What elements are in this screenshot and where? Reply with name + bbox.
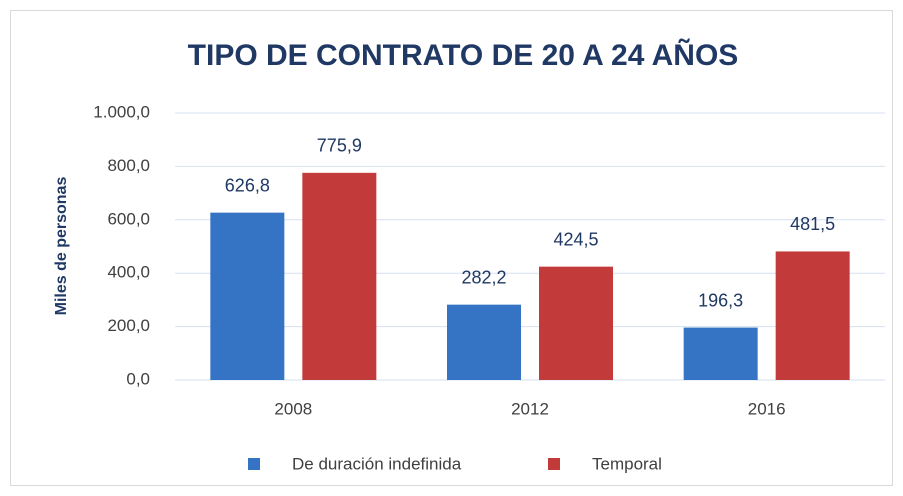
value-label: 196,3 (698, 290, 743, 310)
bar (447, 304, 521, 380)
chart-border (10, 10, 893, 486)
y-tick-label: 800,0 (107, 156, 150, 175)
x-tick-label: 2012 (511, 399, 549, 418)
bar (210, 212, 285, 380)
legend-swatch (548, 458, 560, 470)
y-tick-label: 400,0 (107, 263, 150, 282)
y-tick-label: 1.000,0 (93, 102, 150, 121)
chart-title: TIPO DE CONTRATO DE 20 A 24 AÑOS (188, 38, 739, 72)
value-label: 626,8 (225, 175, 270, 195)
bar (683, 327, 758, 380)
x-tick-label: 2016 (748, 399, 786, 418)
x-tick-label: 2008 (274, 399, 312, 418)
value-label: 481,5 (790, 214, 835, 234)
legend-label: De duración indefinida (292, 454, 462, 473)
y-tick-label: 600,0 (107, 209, 150, 228)
y-tick-label: 0,0 (126, 369, 150, 388)
value-label: 282,2 (461, 267, 506, 287)
y-tick-label: 200,0 (107, 316, 150, 335)
bar (775, 251, 850, 380)
y-axis-label: Miles de personas (53, 177, 70, 316)
value-label: 775,9 (317, 136, 362, 156)
legend-label: Temporal (592, 454, 662, 473)
value-label: 424,5 (553, 229, 598, 249)
bar (302, 172, 377, 380)
bar (539, 266, 613, 380)
legend-swatch (248, 458, 260, 470)
